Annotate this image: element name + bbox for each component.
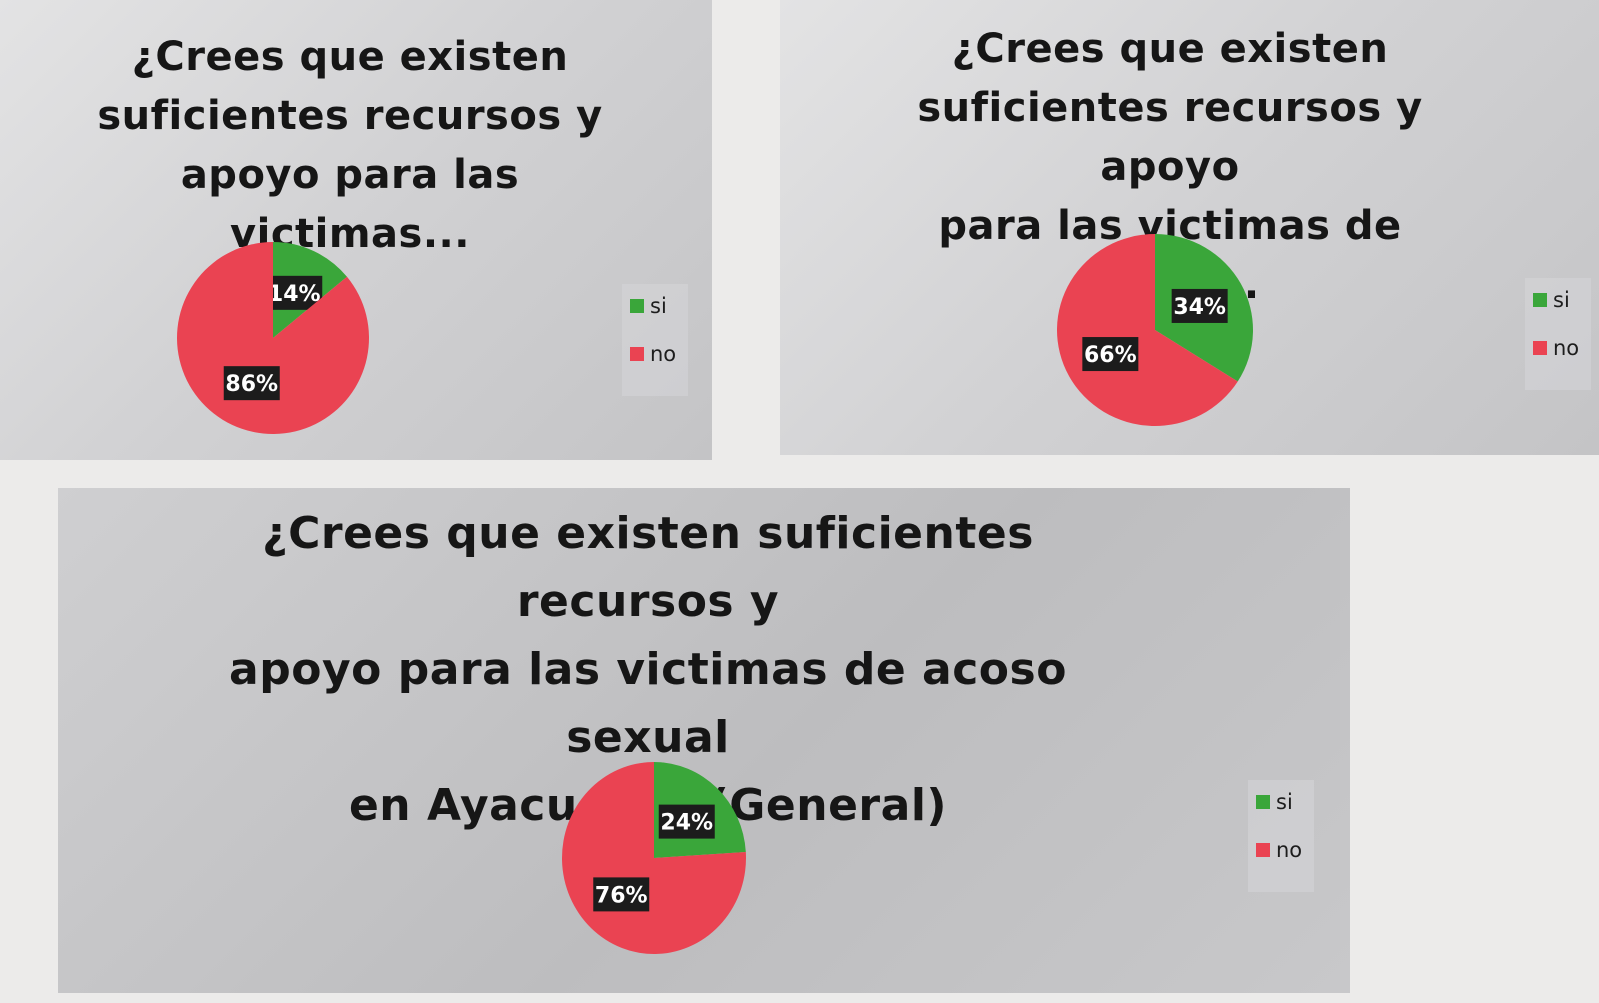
legend-item-no: no [1256,838,1302,862]
legend-label-no: no [650,342,677,366]
data-label-si: 14% [266,275,323,310]
legend-label-si: si [650,294,667,318]
chart-panel-general: ¿Crees que existen suficientes recursos … [58,488,1350,993]
pie-chart: 24% 76% [562,762,746,954]
data-label-text: 66% [1084,343,1137,368]
legend-item-si: si [630,294,676,318]
data-label-box [658,804,715,839]
legend-label-si: si [1276,790,1293,814]
legend-swatch-si [1533,293,1547,307]
data-label-text: 76% [595,883,648,908]
chart-title: ¿Crees que existen suficientes recursos … [229,508,1067,831]
data-label-text: 34% [1173,295,1226,320]
chart-title: ¿Crees que existen suficientes recursos … [97,34,603,257]
data-label-no: 76% [593,877,650,912]
legend-swatch-no [1533,341,1547,355]
legend-label-no: no [1553,336,1580,360]
data-label-box [223,366,280,401]
data-label-text: 14% [268,282,321,307]
chart-panel-left: ¿Crees que existen suficientes recursos … [0,0,712,460]
data-label-no: 86% [223,366,280,401]
chart-panel-right: ¿Crees que existen suficientes recursos … [780,0,1599,455]
legend-item-si: si [1256,790,1302,814]
pie-slice-no [1057,234,1238,426]
data-label-box [266,275,323,310]
chart-legend: si no [622,284,689,396]
data-label-text: 24% [660,811,713,836]
legend-label-si: si [1553,288,1570,312]
data-label-box [1171,288,1228,323]
data-label-text: 86% [225,372,278,397]
data-label-box [1082,337,1139,372]
legend-swatch-si [630,299,644,313]
legend-swatch-no [1256,843,1270,857]
legend-swatch-si [1256,795,1270,809]
legend-swatch-no [630,347,644,361]
data-label-si: 34% [1171,288,1228,323]
data-label-box [593,877,650,912]
legend-item-no: no [630,342,676,366]
legend-item-no: no [1533,336,1579,360]
data-label-si: 24% [658,804,715,839]
chart-legend: si no [1525,278,1592,390]
legend-label-no: no [1276,838,1303,862]
data-label-no: 66% [1082,337,1139,372]
chart-legend: si no [1248,780,1315,892]
pie-chart: 14% 86% [177,242,369,434]
legend-item-si: si [1533,288,1579,312]
pie-chart: 34% 66% [1057,234,1253,426]
